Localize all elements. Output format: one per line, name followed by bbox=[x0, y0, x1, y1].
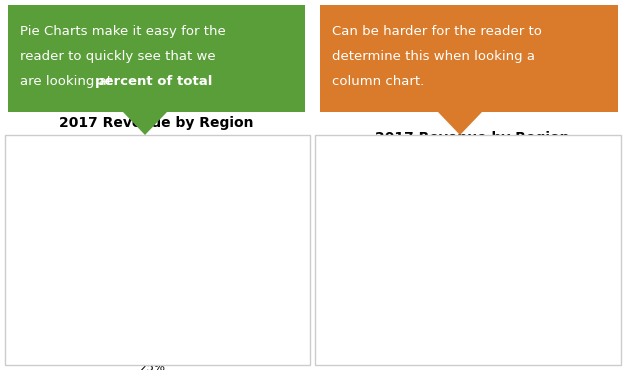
Text: 33%: 33% bbox=[565, 175, 591, 188]
Text: reader to quickly see that we: reader to quickly see that we bbox=[20, 50, 215, 63]
Wedge shape bbox=[66, 159, 156, 293]
Text: North
33%: North 33% bbox=[23, 231, 56, 259]
Wedge shape bbox=[78, 250, 200, 340]
Text: Can be harder for the reader to: Can be harder for the reader to bbox=[332, 25, 542, 38]
Bar bbox=[555, 190, 601, 344]
Text: West
21%: West 21% bbox=[252, 201, 281, 229]
Text: East
25%: East 25% bbox=[139, 346, 165, 370]
Title: 2017 Revenue by Region: 2017 Revenue by Region bbox=[59, 116, 254, 130]
Text: Pie Charts make it easy for the: Pie Charts make it easy for the bbox=[20, 25, 226, 38]
Text: 25%: 25% bbox=[495, 212, 521, 225]
Text: 21%: 21% bbox=[424, 231, 451, 244]
Text: are looking at: are looking at bbox=[20, 75, 116, 88]
Text: 21%: 21% bbox=[354, 231, 380, 244]
Text: determine this when looking a: determine this when looking a bbox=[332, 50, 535, 63]
Bar bbox=[414, 246, 460, 344]
Bar bbox=[344, 246, 390, 344]
Wedge shape bbox=[156, 159, 244, 250]
Wedge shape bbox=[156, 227, 247, 329]
Text: column chart.: column chart. bbox=[332, 75, 424, 88]
Bar bbox=[485, 228, 531, 344]
Text: .: . bbox=[179, 75, 183, 88]
Text: South
21%: South 21% bbox=[250, 281, 284, 309]
Text: percent of total: percent of total bbox=[95, 75, 212, 88]
Title: 2017 Revenue by Region: 2017 Revenue by Region bbox=[376, 131, 570, 145]
